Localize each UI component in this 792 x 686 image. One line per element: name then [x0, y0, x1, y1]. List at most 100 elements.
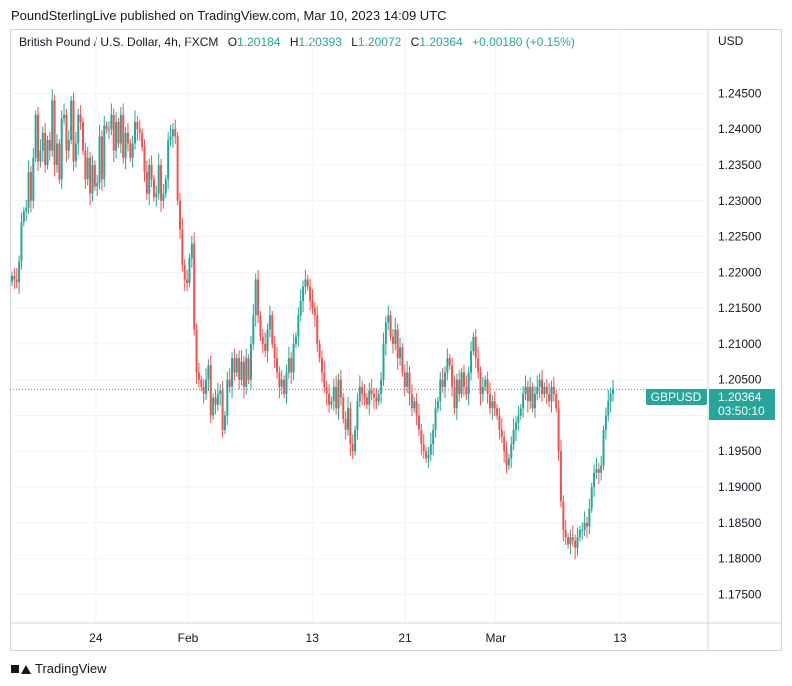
candle-body — [529, 386, 532, 402]
candle-body — [567, 537, 570, 545]
candle-body — [171, 129, 174, 137]
candle-body — [375, 397, 378, 402]
chart-frame — [10, 29, 782, 651]
candle-body — [604, 415, 607, 430]
time-tick-label: 13 — [613, 631, 627, 645]
candle-body — [190, 243, 193, 259]
candle-body — [150, 164, 153, 180]
candle-body — [311, 300, 314, 309]
symbol-tag-label: GBPUSD — [651, 390, 702, 404]
grid-lines — [10, 29, 708, 623]
candle-body — [612, 389, 614, 394]
candle-body — [93, 164, 96, 187]
candle-body — [429, 444, 432, 455]
candle-body — [89, 157, 92, 194]
candle-body — [363, 393, 366, 398]
candle-body — [29, 172, 32, 201]
candle-body — [91, 164, 94, 194]
candle-body — [394, 329, 397, 344]
candle-body — [79, 114, 82, 123]
candle-body — [186, 279, 189, 284]
candle-body — [342, 397, 345, 420]
candle-body — [365, 397, 368, 405]
candle-body — [496, 408, 499, 416]
candle-body — [533, 393, 536, 409]
candle-body — [117, 122, 120, 144]
candle-body — [231, 358, 234, 387]
candle-body — [48, 139, 51, 151]
candle-body — [103, 125, 106, 180]
candle-body — [585, 522, 588, 527]
candle-body — [420, 429, 423, 445]
candle-body — [401, 347, 404, 373]
candle-body — [178, 200, 181, 230]
footer-brand[interactable]: TradingView — [11, 661, 107, 676]
candle-body — [320, 358, 323, 373]
candle-body — [346, 408, 349, 430]
candle-body — [11, 275, 13, 282]
low-label: L — [351, 35, 358, 49]
candle-body — [212, 397, 215, 416]
price-tick-label: 1.23500 — [718, 158, 762, 172]
candle-body — [51, 100, 54, 151]
candle-body — [53, 100, 56, 165]
candle-body — [507, 458, 510, 466]
candle-body — [162, 193, 165, 201]
candle-body — [27, 172, 30, 208]
candle-body — [41, 132, 44, 151]
candle-body — [545, 386, 548, 394]
candle-body — [339, 379, 342, 398]
symbol-title[interactable]: British Pound / U.S. Dollar, 4h, FXCM — [19, 35, 219, 49]
candle-body — [512, 429, 515, 445]
candle-body — [221, 390, 224, 430]
candle-body — [399, 347, 402, 359]
candle-body — [214, 397, 217, 405]
time-tick-label: 24 — [89, 631, 103, 645]
candle-body — [479, 372, 482, 394]
candle-body — [368, 390, 371, 405]
candle-body — [25, 207, 28, 212]
price-axis-unit[interactable]: USD — [718, 34, 744, 48]
candle-body — [238, 358, 241, 380]
price-axis: 1.175001.180001.185001.190001.195001.200… — [718, 86, 762, 601]
candle-body — [519, 408, 522, 416]
candle-body — [242, 361, 245, 387]
candle-body — [299, 300, 302, 316]
open-value: 1.20184 — [237, 35, 281, 49]
candle-body — [434, 408, 437, 430]
candle-body — [84, 150, 87, 180]
candle-body — [569, 537, 572, 545]
candle-body — [505, 451, 508, 466]
candle-body — [32, 157, 35, 201]
candle-body — [276, 358, 279, 373]
candle-body — [335, 386, 338, 409]
price-tag[interactable]: GBPUSD 1.20364 03:50:10 — [646, 389, 775, 420]
candle-body — [361, 386, 364, 394]
candle-body — [583, 522, 586, 530]
candle-body — [328, 393, 331, 405]
candle-body — [564, 529, 567, 538]
price-tick-label: 1.18500 — [718, 516, 762, 530]
candle-body — [167, 139, 170, 180]
candle-body — [309, 286, 312, 301]
candle-body — [278, 372, 281, 387]
candle-body — [37, 114, 40, 162]
price-tick-label: 1.18000 — [718, 552, 762, 566]
candle-body — [65, 114, 68, 151]
candle-body — [455, 379, 458, 409]
candle-body — [574, 540, 577, 548]
candle-body — [70, 100, 73, 140]
candle-body — [188, 258, 191, 284]
candle-body — [514, 422, 517, 430]
candle-body — [176, 136, 179, 201]
candle-body — [63, 114, 66, 119]
candle-body — [197, 372, 200, 380]
candle-body — [169, 136, 172, 140]
candle-body — [510, 444, 513, 459]
candle-body — [20, 222, 23, 262]
symbol-tag-bg — [646, 389, 707, 405]
price-tick-label: 1.23000 — [718, 194, 762, 208]
time-tick-label: 13 — [306, 631, 320, 645]
open-label: O — [227, 35, 238, 49]
